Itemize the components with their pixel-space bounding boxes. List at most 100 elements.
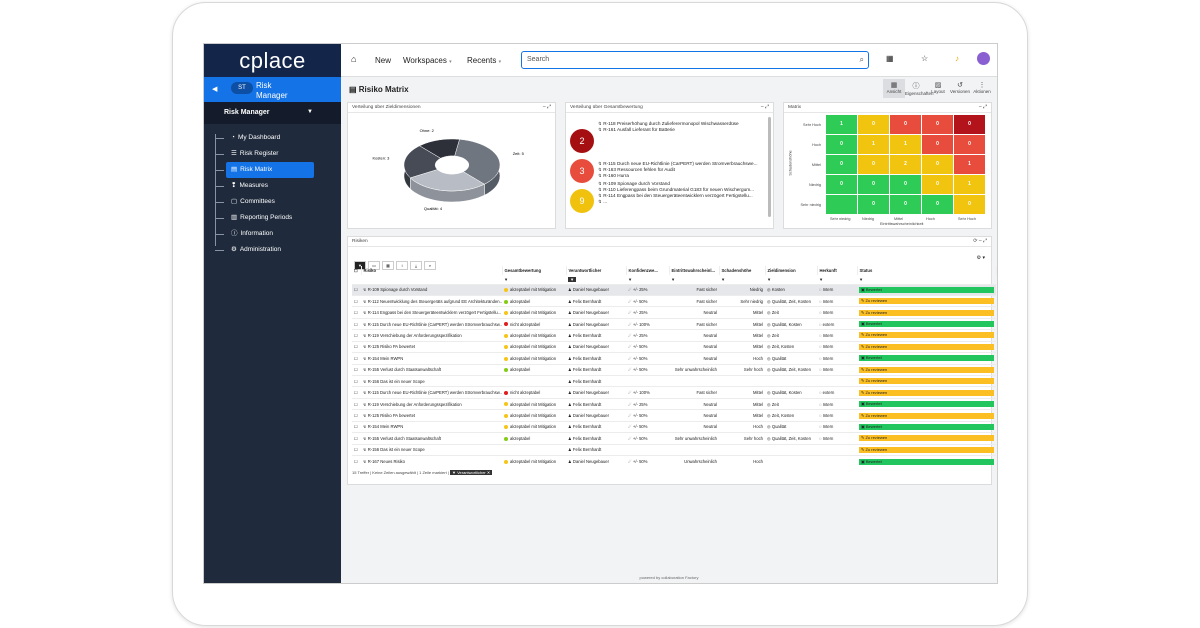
status-badge[interactable]: ✎ Zu reviewen <box>859 309 994 316</box>
column-filter[interactable]: ▼ <box>721 276 726 282</box>
risk-name[interactable]: R-155 Verlust durch Staatsanwaltschaft <box>367 367 442 373</box>
column-header[interactable]: Verantwortlicher <box>566 266 627 275</box>
status-badge[interactable]: ▣ Bewertet <box>859 423 994 430</box>
space-switcher[interactable]: ◀ ST Risk Manager <box>204 77 341 102</box>
table-row[interactable]: ☐ ↯ R-115 Durch neue EU-Richtlinie (CarPE… <box>352 317 996 330</box>
matrix-cell[interactable]: 0 <box>858 195 889 214</box>
matrix-cell[interactable]: 0 <box>858 115 889 134</box>
person-name[interactable]: Felix Bernhardt <box>572 298 602 304</box>
risk-name[interactable]: R-155 Verlust durch Staatsanwaltschaft <box>367 435 442 441</box>
table-row[interactable]: ☐ ↯ R-114 Engpass bei den Steuergeräteent… <box>352 306 996 319</box>
panel-controls-icon[interactable]: – ⤢ <box>760 104 769 110</box>
matrix-cell[interactable]: 0 <box>826 155 857 174</box>
person-name[interactable]: Felix Bernhardt <box>572 424 602 430</box>
person-name[interactable]: Felix Bernhardt <box>572 435 602 441</box>
column-header[interactable]: Konfidenzwe... <box>626 266 670 275</box>
row-checkbox[interactable]: ☐ <box>352 420 361 433</box>
person-name[interactable]: Felix Bernhardt <box>572 447 602 453</box>
rating-circle[interactable]: 2 <box>570 129 594 153</box>
column-filter[interactable]: ▼ <box>767 276 772 282</box>
view-layout[interactable]: ▨ Layout <box>927 79 949 98</box>
matrix-cell[interactable]: 0 <box>922 135 953 154</box>
table-row[interactable]: ☐ ↯ R-156 Das ist ein neuer Scope ♟ Felix … <box>352 374 996 387</box>
matrix-cell[interactable]: 0 <box>922 155 953 174</box>
table-row[interactable]: ☐ ↯ R-154 Mein RWPN akzeptabel mit Mitigat… <box>352 420 996 433</box>
column-header[interactable]: Schadenshöhe <box>719 266 766 275</box>
panel-controls-icon[interactable]: ⟳ – ⤢ <box>973 238 987 244</box>
risk-name[interactable]: R-114 Engpass bei den Steuergeräteentwic… <box>367 310 502 316</box>
row-checkbox[interactable]: ☐ <box>352 317 361 330</box>
person-name[interactable]: Daniel Neugebauer <box>572 413 610 419</box>
panel-controls-icon[interactable]: – ⤢ <box>542 104 551 110</box>
status-badge[interactable]: ✎ Zu reviewen <box>859 446 994 453</box>
column-filter[interactable]: ▼ <box>628 276 633 282</box>
rating-circle[interactable]: 3 <box>570 159 594 183</box>
status-badge[interactable]: ✎ Zu reviewen <box>859 378 994 385</box>
risk-link[interactable]: ↯ R-109 Spionage durch Vorstand <box>598 181 754 187</box>
view-ansicht[interactable]: ▦ Ansicht <box>883 79 905 98</box>
status-badge[interactable]: ▣ Bewertet <box>859 458 994 465</box>
matrix-cell[interactable]: 0 <box>954 195 985 214</box>
status-badge[interactable]: ▣ Bewertet <box>859 286 994 293</box>
table-row[interactable]: ☐ ↯ R-125 Risiko PA bewertet akzeptabel mi… <box>352 340 996 353</box>
select-all-checkbox[interactable]: ☐ <box>352 266 362 275</box>
risk-name[interactable]: R-109 Spionage durch Vorstand <box>367 287 428 293</box>
sidebar-item-risk-register[interactable]: ☰ Risk Register <box>215 146 314 162</box>
matrix-cell[interactable]: 0 <box>890 175 921 194</box>
person-name[interactable]: Felix Bernhardt <box>572 332 602 338</box>
matrix-cell[interactable]: 1 <box>954 155 985 174</box>
risk-link[interactable]: ↯ R-114 Engpass bei den Steuergeräteentw… <box>598 193 754 199</box>
status-badge[interactable]: ✎ Zu reviewen <box>859 343 994 350</box>
risk-link[interactable]: ↯ R-118 Preiserhöhung durch Zulieferermo… <box>598 121 739 127</box>
matrix-cell[interactable]: 0 <box>826 135 857 154</box>
column-filter[interactable]: ▼ <box>819 276 824 282</box>
person-name[interactable]: Felix Bernhardt <box>572 401 602 407</box>
sidebar-item-committees[interactable]: ▢ Committees <box>215 194 314 210</box>
scrollbar[interactable] <box>768 117 771 217</box>
person-name[interactable]: Felix Bernhardt <box>572 355 602 361</box>
settings-icon[interactable]: ⚙ ▾ <box>976 255 985 261</box>
row-checkbox[interactable]: ☐ <box>352 283 361 296</box>
filter-chip[interactable]: ▼ Verantwortlicher ✕ <box>450 470 493 475</box>
column-filter[interactable]: ▼ <box>859 276 864 282</box>
search-input[interactable]: Search ⌕ <box>521 51 869 69</box>
table-row[interactable]: ☐ ↯ R-155 Verlust durch Staatsanwaltschaf… <box>352 432 996 445</box>
column-filter[interactable]: ▼ <box>566 275 626 284</box>
apps-icon[interactable]: ▦ <box>886 54 894 63</box>
row-checkbox[interactable]: ☐ <box>352 455 361 467</box>
bell-icon[interactable]: ♪ <box>955 54 959 63</box>
row-checkbox[interactable]: ☐ <box>352 329 361 342</box>
table-row[interactable]: ☐ ↯ R-154 Mein RWPN akzeptabel mit Mitigat… <box>352 352 996 365</box>
column-header[interactable]: Gesamtbewertung <box>502 266 567 275</box>
sidebar-item-reporting-periods[interactable]: ▥ Reporting Periods <box>215 210 314 226</box>
matrix-cell[interactable]: 0 <box>890 195 921 214</box>
matrix-cell[interactable]: 0 <box>922 115 953 134</box>
new-button[interactable]: New <box>375 56 392 65</box>
status-badge[interactable]: ✎ Zu reviewen <box>859 435 994 442</box>
risk-link[interactable]: ↯ ... <box>598 199 754 205</box>
row-checkbox[interactable]: ☐ <box>352 294 361 307</box>
risk-name[interactable]: R-125 Risiko PA bewertet <box>367 413 416 419</box>
table-row[interactable]: ☐ ↯ R-167 Neues Risiko akzeptabel mit Miti… <box>352 455 996 467</box>
risk-name[interactable]: R-154 Mein RWPN <box>367 355 404 361</box>
risk-name[interactable]: R-119 Verschiebung der Anforderungsspezi… <box>367 332 462 338</box>
column-header[interactable]: Eintrittswahrscheinl... <box>669 266 720 275</box>
matrix-cell[interactable]: 1 <box>826 115 857 134</box>
risk-link[interactable]: ↯ R-163 Ressourcen fehlen für Audit <box>598 167 758 173</box>
workspaces-menu[interactable]: Workspaces ▾ <box>403 56 452 65</box>
table-row[interactable]: ☐ ↯ R-156 Das ist ein neuer Scope ♟ Felix … <box>352 443 996 456</box>
matrix-cell[interactable]: 0 <box>826 175 857 194</box>
risk-link[interactable]: ↯ R-161 Ausfall Lieferant für Batterie <box>598 127 739 133</box>
risk-name[interactable]: R-156 Das ist ein neuer Scope <box>367 447 425 453</box>
view-eigenschaften[interactable]: ⓘ Eigenschaften <box>905 79 934 98</box>
search-icon[interactable]: ⌕ <box>859 55 864 64</box>
person-name[interactable]: Daniel Neugebauer <box>572 310 610 316</box>
person-name[interactable]: Daniel Neugebauer <box>572 344 610 350</box>
risk-link[interactable]: ↯ R-160 Hurra <box>598 173 758 179</box>
section-header[interactable]: Risk Manager ▼ <box>204 102 341 124</box>
column-header[interactable]: Status <box>857 266 997 275</box>
view-aktionen[interactable]: ⋮ Aktionen <box>971 79 993 98</box>
row-checkbox[interactable]: ☐ <box>352 363 361 376</box>
caret-left-icon[interactable]: ◀ <box>212 86 218 93</box>
matrix-cell[interactable]: 0 <box>858 175 889 194</box>
